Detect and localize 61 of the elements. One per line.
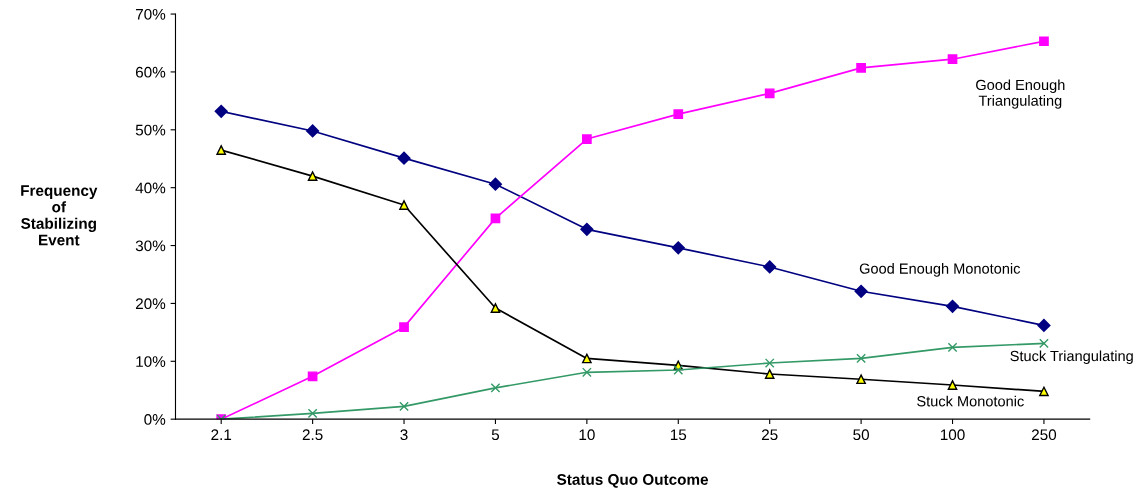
x-tick-label: 100 — [940, 429, 965, 441]
point — [1037, 318, 1051, 333]
x-tick-label: 50 — [853, 429, 870, 441]
x-tick-label: 3 — [400, 429, 408, 441]
y-tick-label: 70% — [135, 8, 166, 20]
point — [764, 88, 775, 99]
y-axis-title: Frequency of Stabilizing Event — [21, 185, 98, 246]
point — [764, 369, 775, 379]
point — [1039, 386, 1049, 397]
point — [490, 383, 501, 393]
point — [856, 63, 866, 73]
x-tick-label: 10 — [579, 429, 595, 441]
point — [214, 104, 228, 118]
point — [947, 342, 958, 353]
x-tick-label: 2.1 — [211, 429, 232, 440]
point — [856, 374, 866, 385]
point — [854, 284, 868, 298]
point — [399, 322, 409, 333]
x-tick-label: 5 — [491, 429, 500, 441]
y-tick-label: 30% — [135, 240, 166, 252]
point — [488, 177, 503, 191]
point — [673, 109, 684, 120]
point — [582, 367, 592, 378]
y-tick-label: 40% — [135, 182, 166, 194]
series-label: Stuck Monotonic — [917, 395, 1024, 407]
point — [399, 401, 409, 412]
series-label: Good Enough Triangulating — [976, 79, 1065, 109]
point — [671, 241, 685, 255]
x-tick-label: 25 — [761, 429, 778, 441]
point — [580, 222, 594, 236]
point — [764, 358, 775, 368]
point — [763, 260, 777, 274]
y-tick-label: 20% — [135, 298, 166, 310]
series-label: Good Enough Monotonic — [859, 263, 1021, 277]
point — [490, 213, 501, 224]
point — [399, 200, 409, 210]
point — [947, 380, 958, 390]
series-label: Stuck Triangulating — [1010, 350, 1133, 365]
x-tick-label: 250 — [1031, 429, 1057, 441]
point — [307, 408, 318, 419]
point — [490, 303, 501, 313]
point — [856, 353, 866, 364]
y-tick-label: 60% — [135, 66, 166, 78]
point — [945, 299, 960, 313]
point — [947, 54, 958, 65]
point — [1039, 338, 1049, 349]
point — [306, 124, 320, 138]
point — [307, 371, 318, 382]
point — [673, 365, 684, 375]
y-tick-label: 0% — [144, 414, 166, 425]
point — [397, 151, 411, 165]
point — [307, 171, 318, 181]
y-tick-label: 50% — [135, 124, 166, 136]
x-axis-title: Status Quo Outcome — [557, 474, 709, 488]
x-tick-label: 2.5 — [302, 429, 323, 441]
point — [1039, 36, 1049, 47]
point — [582, 353, 592, 364]
x-tick-label: 15 — [670, 429, 687, 441]
y-tick-label: 10% — [136, 356, 166, 367]
point — [582, 134, 592, 144]
point — [216, 145, 227, 155]
